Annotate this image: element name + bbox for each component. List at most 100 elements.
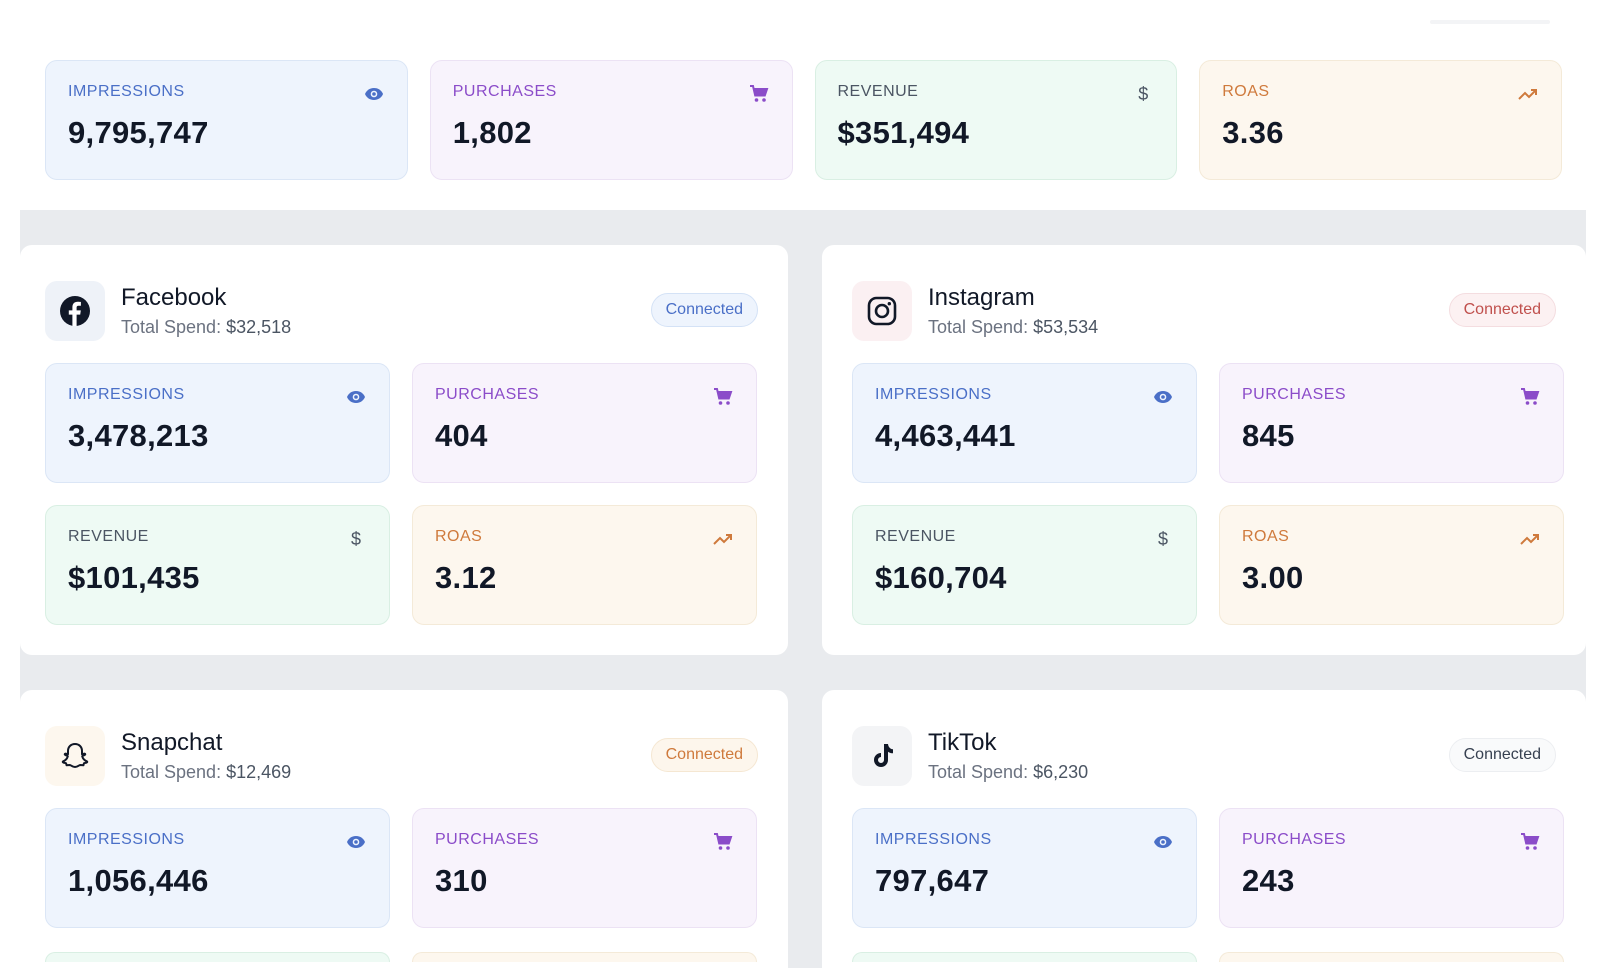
status-badge: Connected (650, 738, 758, 772)
summary-roas-card: ROAS 3.36 (1199, 60, 1562, 180)
instagram-logo (852, 281, 912, 341)
summary-impressions-card: IMPRESSIONS 9,795,747 (45, 60, 408, 180)
trending-up-icon (1517, 83, 1539, 105)
platform-name: Instagram (928, 284, 1035, 311)
eye-icon (1152, 386, 1174, 408)
metric-value: 310 (435, 863, 488, 898)
tiktok-logo (852, 726, 912, 786)
cart-icon (712, 831, 734, 853)
metric-value: 1,056,446 (68, 863, 209, 898)
eye-icon (1152, 831, 1174, 853)
metric-label: REVENUE (68, 528, 149, 545)
platform-header: TikTok Total Spend: $6,230 Connected (852, 726, 1556, 786)
revenue-card: REVENUE $101,435 $ (45, 505, 390, 625)
metric-value: 404 (435, 418, 488, 453)
cart-icon (1519, 831, 1541, 853)
snapchat-logo (45, 726, 105, 786)
summary-revenue-card: REVENUE $351,494 $ (814, 60, 1178, 180)
metric-label: PURCHASES (435, 386, 540, 403)
platform-header: Snapchat Total Spend: $12,469 Connected (45, 726, 758, 786)
metric-label: IMPRESSIONS (68, 386, 185, 403)
cart-icon (712, 386, 734, 408)
metric-value: 3.12 (435, 560, 497, 595)
metric-label: REVENUE (837, 83, 919, 100)
platform-metrics: IMPRESSIONS 3,478,213 PURCHASES 404 REVE… (45, 363, 757, 625)
metric-label: ROAS (435, 528, 483, 545)
dollar-icon: $ (1157, 528, 1168, 549)
metric-value: $101,435 (68, 560, 200, 595)
summary-metrics: IMPRESSIONS 9,795,747 PURCHASES 1,802 RE… (45, 60, 1562, 180)
platform-card-tiktok: TikTok Total Spend: $6,230 Connected IMP… (822, 690, 1586, 968)
purchases-card: PURCHASES 404 (412, 363, 757, 483)
cart-icon (1519, 386, 1541, 408)
dollar-icon: $ (350, 528, 361, 549)
impressions-card: IMPRESSIONS 3,478,213 (45, 363, 390, 483)
status-badge: Connected (1448, 738, 1556, 772)
platform-name: Snapchat (121, 729, 223, 756)
eye-icon (345, 386, 367, 408)
facebook-icon (60, 296, 90, 326)
metric-label: PURCHASES (1242, 831, 1347, 848)
trending-up-icon (712, 528, 734, 550)
purchases-card: PURCHASES 845 (1219, 363, 1564, 483)
metric-value: 4,463,441 (875, 418, 1016, 453)
roas-card: ROAS 3.12 (412, 505, 757, 625)
metric-label: IMPRESSIONS (875, 386, 992, 403)
eye-icon (363, 83, 385, 105)
metric-value: 797,647 (875, 863, 990, 898)
metric-value: 243 (1242, 863, 1295, 898)
cart-icon (748, 83, 770, 105)
revenue-card-peek (45, 952, 390, 962)
metric-value: 9,795,747 (68, 115, 209, 150)
roas-card-peek (412, 952, 757, 962)
facebook-logo (45, 281, 105, 341)
platform-spend: Total Spend: $6,230 (928, 762, 1089, 782)
platform-metrics: IMPRESSIONS 797,647 PURCHASES 243 (852, 808, 1564, 928)
tiktok-icon (874, 744, 893, 767)
revenue-card-peek (852, 952, 1197, 962)
purchases-card: PURCHASES 310 (412, 808, 757, 928)
metric-value: $351,494 (837, 115, 970, 150)
status-badge: Connected (650, 293, 758, 327)
summary-purchases-card: PURCHASES 1,802 (429, 60, 793, 180)
platform-spend: Total Spend: $32,518 (121, 317, 292, 337)
metric-label: ROAS (1222, 83, 1270, 100)
purchases-card: PURCHASES 243 (1219, 808, 1564, 928)
platform-metrics: IMPRESSIONS 4,463,441 PURCHASES 845 REVE… (852, 363, 1564, 625)
platform-card-facebook: Facebook Total Spend: $32,518 Connected … (20, 245, 788, 655)
platform-spend: Total Spend: $12,469 (121, 762, 292, 782)
metric-label: ROAS (1242, 528, 1290, 545)
roas-card-peek (1219, 952, 1564, 962)
platform-spend: Total Spend: $53,534 (928, 317, 1099, 337)
platform-card-instagram: Instagram Total Spend: $53,534 Connected… (822, 245, 1586, 655)
impressions-card: IMPRESSIONS 797,647 (852, 808, 1197, 928)
revenue-card: REVENUE $160,704 $ (852, 505, 1197, 625)
platform-metrics: IMPRESSIONS 1,056,446 PURCHASES 310 (45, 808, 757, 928)
snapchat-icon (61, 743, 89, 768)
impressions-card: IMPRESSIONS 4,463,441 (852, 363, 1197, 483)
metric-value: 845 (1242, 418, 1295, 453)
metric-label: IMPRESSIONS (68, 831, 185, 848)
metric-label: IMPRESSIONS (68, 83, 185, 100)
metric-label: REVENUE (875, 528, 956, 545)
trending-up-icon (1519, 528, 1541, 550)
metric-value: 1,802 (452, 115, 532, 150)
eye-icon (345, 831, 367, 853)
roas-card: ROAS 3.00 (1219, 505, 1564, 625)
platform-name: Facebook (121, 284, 227, 311)
metric-label: IMPRESSIONS (875, 831, 992, 848)
metric-label: PURCHASES (1242, 386, 1347, 403)
dollar-icon: $ (1138, 83, 1149, 104)
platform-header: Instagram Total Spend: $53,534 Connected (852, 281, 1556, 341)
instagram-icon (867, 296, 897, 326)
status-badge: Connected (1448, 293, 1556, 327)
platform-card-snapchat: Snapchat Total Spend: $12,469 Connected … (20, 690, 788, 968)
impressions-card: IMPRESSIONS 1,056,446 (45, 808, 390, 928)
platform-header: Facebook Total Spend: $32,518 Connected (45, 281, 758, 341)
metric-label: PURCHASES (435, 831, 540, 848)
metric-value: 3.36 (1222, 115, 1284, 150)
metric-label: PURCHASES (452, 83, 557, 100)
metric-value: 3,478,213 (68, 418, 209, 453)
metric-value: 3.00 (1242, 560, 1304, 595)
platform-name: TikTok (928, 729, 997, 756)
